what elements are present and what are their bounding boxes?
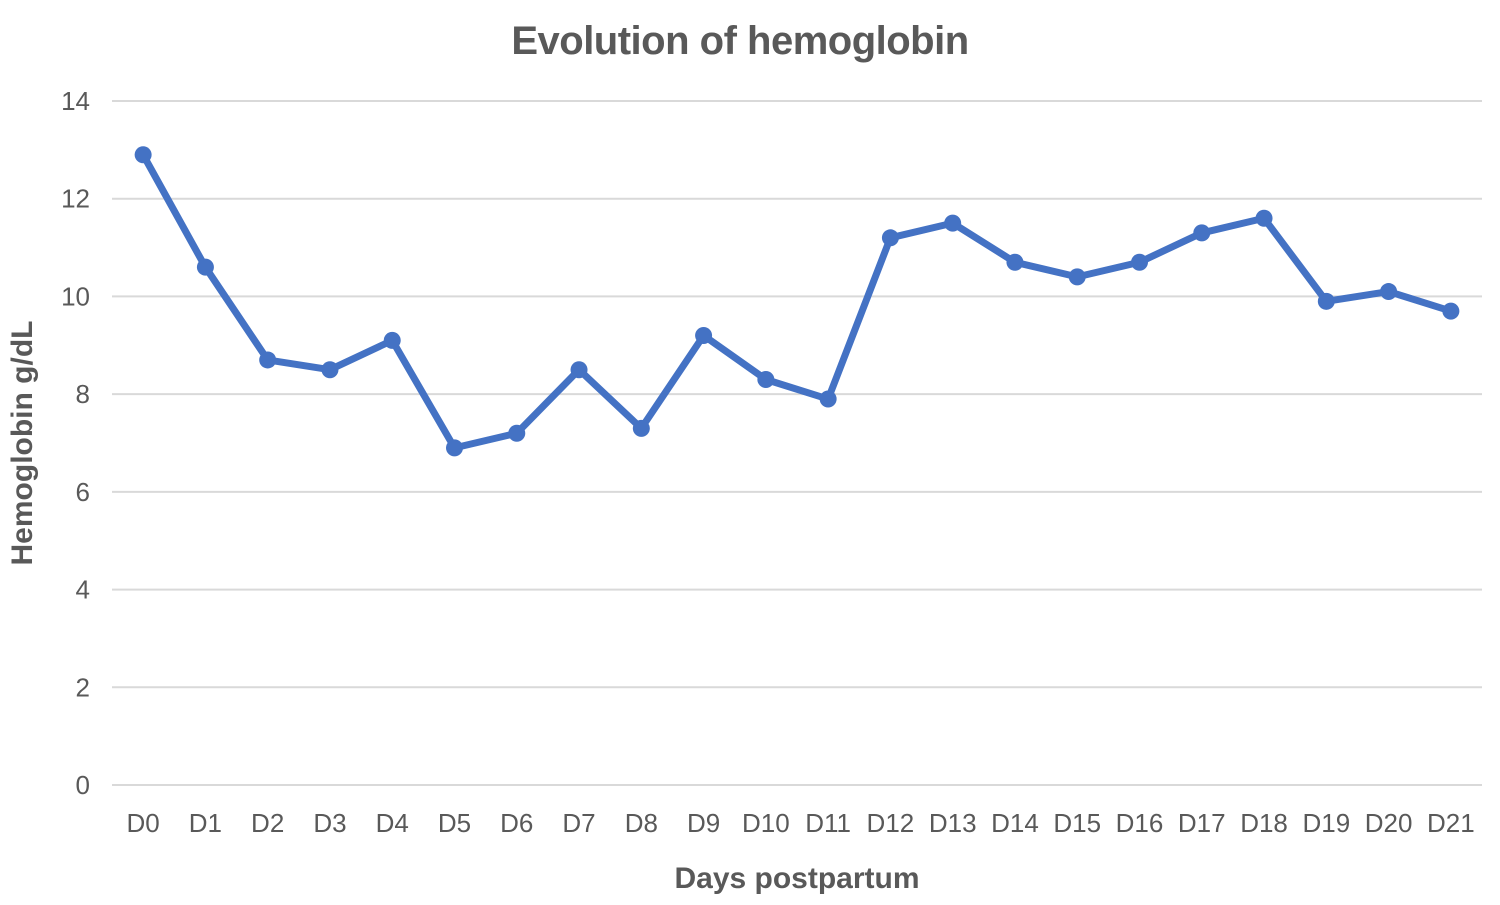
- x-tick-label-D4: D4: [376, 808, 409, 838]
- data-point-D12: [881, 229, 899, 247]
- data-point-D3: [321, 361, 339, 379]
- x-tick-label-D13: D13: [929, 808, 977, 838]
- y-tick-label-4: 4: [76, 575, 90, 605]
- x-tick-label-D3: D3: [313, 808, 346, 838]
- x-tick-label-D10: D10: [742, 808, 790, 838]
- data-point-D18: [1255, 209, 1273, 227]
- data-point-D4: [383, 331, 401, 349]
- data-point-D9: [695, 327, 713, 345]
- data-point-D5: [446, 439, 463, 457]
- data-point-D1: [196, 258, 214, 276]
- x-tick-label-D20: D20: [1365, 808, 1413, 838]
- x-tick-label-D17: D17: [1178, 808, 1226, 838]
- data-point-D11: [819, 390, 837, 408]
- y-tick-label-12: 12: [61, 184, 90, 214]
- y-axis-tick-labels: 0 2 4 6 8 10 12 14: [61, 86, 90, 800]
- x-tick-label-D18: D18: [1240, 808, 1288, 838]
- x-tick-label-D5: D5: [438, 808, 471, 838]
- y-tick-label-8: 8: [76, 379, 90, 409]
- data-point-D10: [757, 370, 775, 388]
- x-tick-label-D16: D16: [1116, 808, 1164, 838]
- data-point-D17: [1193, 224, 1211, 242]
- hemoglobin-line: [139, 151, 1455, 452]
- x-tick-label-D19: D19: [1302, 808, 1350, 838]
- y-tick-label-14: 14: [61, 86, 90, 116]
- data-point-D15: [1068, 268, 1086, 286]
- y-tick-label-2: 2: [76, 672, 90, 702]
- x-tick-label-D1: D1: [189, 808, 222, 838]
- x-tick-label-D11: D11: [805, 808, 851, 838]
- data-point-D7: [570, 361, 588, 379]
- series-hemoglobin: [134, 146, 1460, 457]
- chart-title: Evolution of hemoglobin: [511, 19, 968, 63]
- x-axis-tick-labels: D0 D1 D2 D3 D4 D5 D6 D7 D8 D9 D10 D11 D12 D13 D14 D15 D1…: [127, 808, 1475, 838]
- data-point-D13: [944, 214, 962, 232]
- x-tick-label-D12: D12: [867, 808, 915, 838]
- x-tick-label-D21: D21: [1427, 808, 1475, 838]
- x-tick-label-D2: D2: [251, 808, 284, 838]
- x-axis-title: Days postpartum: [674, 862, 919, 895]
- gridlines: [112, 100, 1482, 786]
- x-tick-label-D9: D9: [687, 808, 720, 838]
- y-axis-title: Hemoglobin g/dL: [6, 321, 39, 566]
- x-tick-label-D0: D0: [127, 808, 160, 838]
- x-tick-label-D7: D7: [562, 808, 595, 838]
- data-point-D6: [508, 424, 526, 442]
- data-point-D2: [259, 351, 277, 369]
- x-tick-label-D6: D6: [500, 808, 533, 838]
- y-tick-label-6: 6: [76, 477, 90, 507]
- data-point-D16: [1131, 253, 1148, 271]
- data-point-D0: [134, 146, 152, 164]
- data-point-D19: [1317, 292, 1335, 310]
- x-tick-label-D8: D8: [625, 808, 658, 838]
- y-tick-label-0: 0: [76, 770, 90, 800]
- data-point-D14: [1006, 253, 1024, 271]
- y-tick-label-10: 10: [61, 281, 90, 311]
- data-point-D21: [1442, 302, 1460, 320]
- x-tick-label-D14: D14: [991, 808, 1039, 838]
- data-point-D20: [1380, 283, 1398, 301]
- data-point-D8: [632, 419, 650, 437]
- x-tick-label-D15: D15: [1053, 808, 1101, 838]
